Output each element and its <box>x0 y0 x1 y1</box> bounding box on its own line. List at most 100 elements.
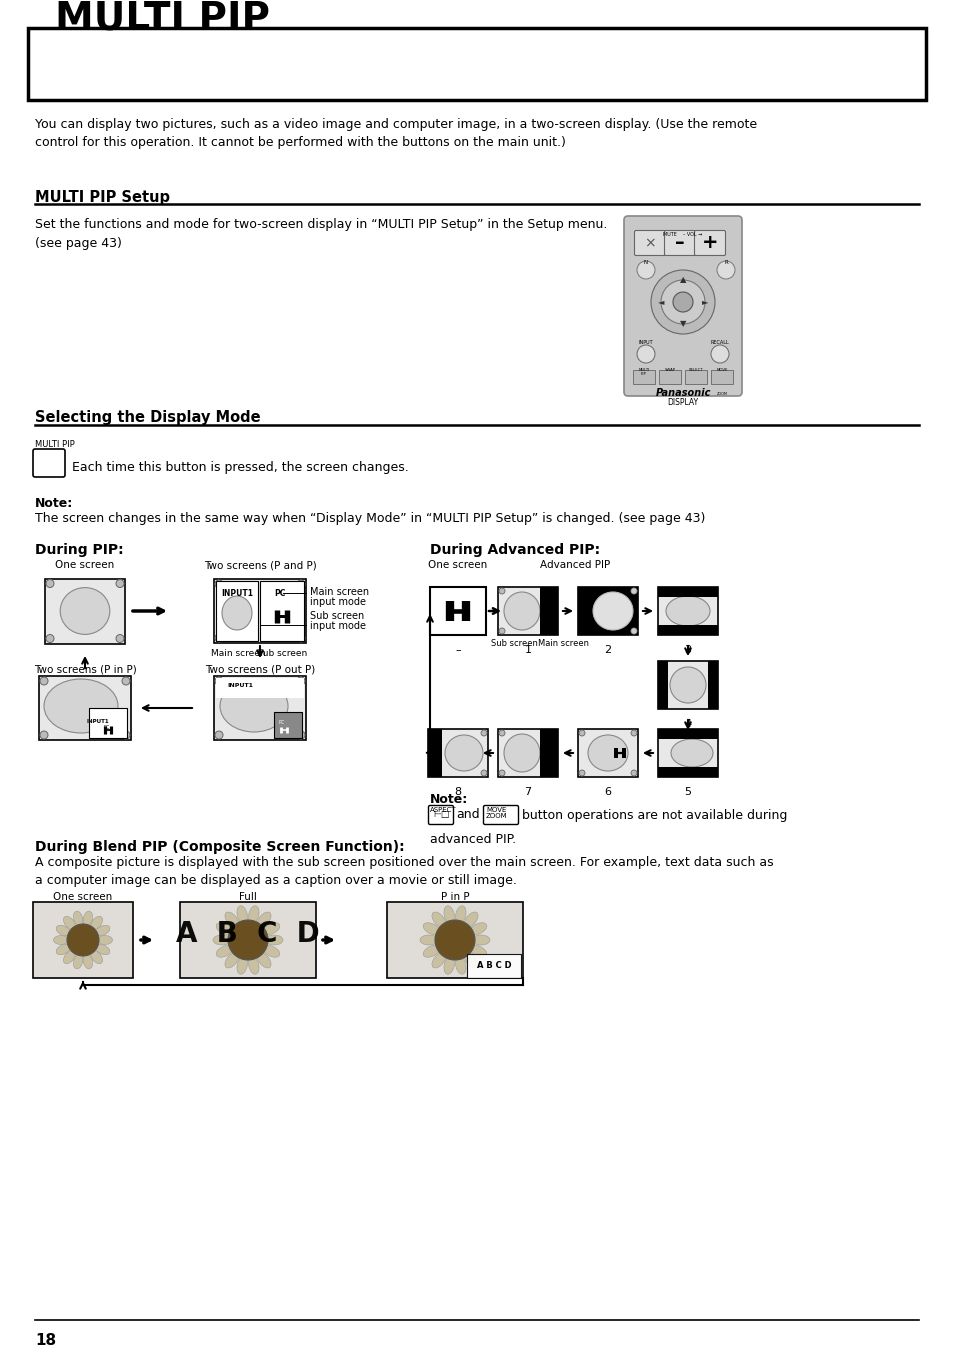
Circle shape <box>659 589 664 594</box>
Text: During Blend PIP (Composite Screen Function):: During Blend PIP (Composite Screen Funct… <box>35 840 404 855</box>
Text: Note:: Note: <box>430 792 468 806</box>
Text: Panasonic: Panasonic <box>655 387 710 398</box>
Circle shape <box>214 580 223 589</box>
Circle shape <box>214 634 223 643</box>
Text: SWAP: SWAP <box>663 369 675 373</box>
Circle shape <box>710 769 717 776</box>
Ellipse shape <box>95 925 110 936</box>
Circle shape <box>46 634 54 643</box>
Ellipse shape <box>419 936 437 945</box>
Ellipse shape <box>432 913 445 927</box>
Text: button operations are not available during: button operations are not available duri… <box>521 809 786 822</box>
Ellipse shape <box>503 593 539 630</box>
Text: SELECT: SELECT <box>688 369 702 373</box>
Text: DISPLAY: DISPLAY <box>667 398 698 406</box>
Bar <box>260 580 304 641</box>
Ellipse shape <box>670 738 712 767</box>
Circle shape <box>296 580 305 589</box>
Circle shape <box>659 702 664 707</box>
Text: ▲: ▲ <box>679 275 685 285</box>
Ellipse shape <box>443 906 454 923</box>
Bar <box>658 729 718 778</box>
Bar <box>710 370 732 383</box>
Text: ◄: ◄ <box>657 297 663 306</box>
Bar <box>578 587 638 634</box>
Text: ZOOM: ZOOM <box>716 392 727 396</box>
Bar <box>658 587 718 634</box>
FancyBboxPatch shape <box>483 806 518 825</box>
Text: MULTI PIP: MULTI PIP <box>35 440 74 450</box>
Circle shape <box>46 579 54 587</box>
Ellipse shape <box>236 906 247 923</box>
Ellipse shape <box>423 923 439 934</box>
Text: During PIP:: During PIP: <box>35 543 124 558</box>
Text: Main screen: Main screen <box>310 587 369 597</box>
Text: input mode: input mode <box>310 621 366 630</box>
Text: R: R <box>723 261 727 265</box>
Circle shape <box>659 628 664 634</box>
Text: MULTI
PIP: MULTI PIP <box>638 369 649 377</box>
Circle shape <box>122 730 130 738</box>
Ellipse shape <box>263 945 279 957</box>
Bar <box>430 587 485 634</box>
Text: MUTE    – VOL →: MUTE – VOL → <box>662 232 702 238</box>
Text: Two screens (P and P): Two screens (P and P) <box>203 560 316 570</box>
Circle shape <box>672 292 692 312</box>
Text: During Advanced PIP:: During Advanced PIP: <box>430 543 599 558</box>
Text: 1: 1 <box>524 645 531 655</box>
FancyBboxPatch shape <box>664 231 695 255</box>
Bar <box>274 711 302 738</box>
Bar <box>428 729 441 778</box>
Circle shape <box>228 919 268 960</box>
Bar <box>658 587 718 597</box>
Circle shape <box>296 676 305 684</box>
Bar <box>428 729 488 778</box>
Text: Sub screen: Sub screen <box>490 639 537 648</box>
Ellipse shape <box>44 679 118 733</box>
Circle shape <box>429 769 435 776</box>
Circle shape <box>40 730 48 738</box>
Bar <box>89 707 127 738</box>
Text: and: and <box>456 809 479 822</box>
Ellipse shape <box>470 923 486 934</box>
Ellipse shape <box>265 936 283 945</box>
Bar <box>578 587 592 634</box>
Text: Sub screen: Sub screen <box>256 649 307 657</box>
Ellipse shape <box>444 734 482 771</box>
Ellipse shape <box>587 734 627 771</box>
Circle shape <box>659 769 664 776</box>
Ellipse shape <box>222 595 252 630</box>
FancyBboxPatch shape <box>694 231 724 255</box>
Text: One screen: One screen <box>55 560 114 570</box>
Text: ASPECT: ASPECT <box>430 807 456 813</box>
Ellipse shape <box>432 953 445 968</box>
Bar <box>39 676 131 740</box>
Bar <box>658 767 718 778</box>
Circle shape <box>498 769 504 776</box>
Circle shape <box>710 730 717 736</box>
Circle shape <box>710 662 717 668</box>
Text: PC: PC <box>274 589 285 598</box>
Text: ⊢□: ⊢□ <box>433 810 449 819</box>
Ellipse shape <box>216 923 233 934</box>
Ellipse shape <box>257 913 271 927</box>
Bar <box>497 729 558 778</box>
Ellipse shape <box>257 953 271 968</box>
Text: INPUT: INPUT <box>638 340 653 346</box>
Ellipse shape <box>464 953 477 968</box>
Ellipse shape <box>455 957 466 975</box>
Bar <box>658 729 718 738</box>
Circle shape <box>578 730 584 736</box>
Text: 4: 4 <box>683 720 691 729</box>
Text: One screen: One screen <box>428 560 487 570</box>
Circle shape <box>660 279 704 324</box>
Ellipse shape <box>91 950 103 964</box>
Ellipse shape <box>472 936 490 945</box>
Text: INPUT1: INPUT1 <box>227 683 253 688</box>
Circle shape <box>429 730 435 736</box>
Text: ▼: ▼ <box>679 320 685 328</box>
Ellipse shape <box>73 954 83 969</box>
Circle shape <box>630 589 637 594</box>
Text: Note:: Note: <box>35 497 73 510</box>
Text: 8: 8 <box>454 787 461 796</box>
